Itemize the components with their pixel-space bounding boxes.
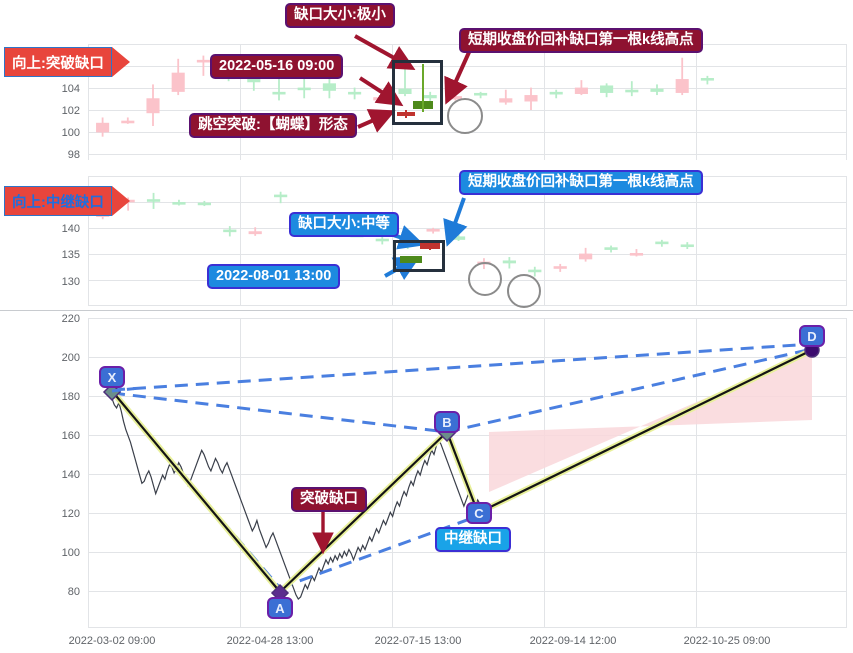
x-node-connector xyxy=(111,386,141,393)
pattern-node-x-label: X xyxy=(107,369,117,385)
middle-gap-type-label: 向上:中继缺口 xyxy=(4,186,112,216)
breakaway-gap-label: 突破缺口 xyxy=(291,487,367,512)
top-gap-highlight-box xyxy=(392,60,443,125)
pattern-node-a-label: A xyxy=(275,600,285,616)
pattern-node-a[interactable]: A xyxy=(267,597,293,619)
pattern-node-x[interactable]: X xyxy=(99,366,125,388)
pattern-node-d[interactable]: D xyxy=(799,325,825,347)
top-fill-circle xyxy=(447,98,483,134)
middle-gap-highlight-box xyxy=(393,240,445,272)
middle-gap-type-banner: 向上:中继缺口 xyxy=(4,186,130,216)
pattern-node-b-label: B xyxy=(442,414,452,430)
middle-panel-grid xyxy=(88,176,847,306)
fill-note-top-label: 短期收盘价回补缺口第一根k线高点 xyxy=(459,28,703,53)
price-line xyxy=(111,398,481,601)
pattern-node-b[interactable]: B xyxy=(434,411,460,433)
bottom-pattern xyxy=(102,342,820,603)
datetime-mid-label: 2022-08-01 13:00 xyxy=(207,264,341,289)
gap-size-top-label: 缺口大小:极小 xyxy=(285,3,395,28)
runaway-gap-label: 中继缺口 xyxy=(435,527,511,552)
top-gap-type-banner: 向上:突破缺口 xyxy=(4,47,130,77)
gap-size-mid-label: 缺口大小:中等 xyxy=(289,212,399,237)
fill-note-mid-label: 短期收盘价回补缺口第一根k线高点 xyxy=(459,170,703,195)
pattern-node-d-label: D xyxy=(807,328,817,344)
xabcd-legs xyxy=(109,347,814,595)
bottom-panel-grid xyxy=(88,318,847,628)
pattern-node-c[interactable]: C xyxy=(466,502,492,524)
top-gap-type-label: 向上:突破缺口 xyxy=(4,47,112,77)
middle-fill-circle-1 xyxy=(468,262,502,296)
middle-fill-circle-2 xyxy=(507,274,541,308)
pattern-top-label: 跳空突破:【蝴蝶】形态 xyxy=(189,113,357,138)
pattern-node-c-label: C xyxy=(474,505,484,521)
datetime-top-label: 2022-05-16 09:00 xyxy=(210,54,344,79)
